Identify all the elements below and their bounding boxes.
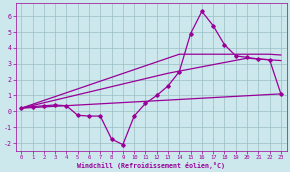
X-axis label: Windchill (Refroidissement éolien,°C): Windchill (Refroidissement éolien,°C) — [77, 162, 225, 169]
